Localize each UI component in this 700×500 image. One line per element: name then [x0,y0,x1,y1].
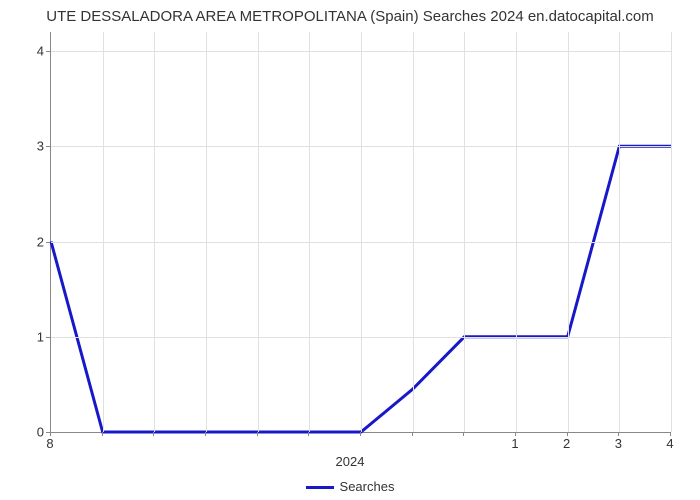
y-tick-mark [46,242,50,243]
y-tick-mark [46,51,50,52]
grid-line-v [464,32,465,432]
x-axis-title: 2024 [0,454,700,469]
legend-label: Searches [340,479,395,494]
y-tick-mark [46,337,50,338]
x-tick-mark [153,432,154,436]
x-tick-label: 8 [46,436,53,451]
grid-line-v [413,32,414,432]
grid-line-v [309,32,310,432]
y-tick-label: 0 [14,425,44,440]
y-tick-label: 1 [14,329,44,344]
chart-title: UTE DESSALADORA AREA METROPOLITANA (Spai… [0,8,700,25]
x-tick-mark [257,432,258,436]
plot-area [50,32,671,433]
y-tick-label: 2 [14,234,44,249]
x-tick-label: 3 [615,436,622,451]
grid-line-h [51,146,671,147]
y-tick-label: 4 [14,44,44,59]
grid-line-v [619,32,620,432]
x-tick-mark [102,432,103,436]
x-tick-label: 4 [666,436,673,451]
grid-line-v [103,32,104,432]
grid-line-v [258,32,259,432]
x-tick-mark [360,432,361,436]
y-tick-mark [46,432,50,433]
x-tick-mark [412,432,413,436]
grid-line-v [671,32,672,432]
x-tick-mark [308,432,309,436]
x-tick-label: 2 [563,436,570,451]
legend: Searches [0,479,700,494]
legend-swatch [306,486,334,489]
grid-line-h [51,51,671,52]
grid-line-v [516,32,517,432]
grid-line-h [51,337,671,338]
grid-line-v [568,32,569,432]
grid-line-v [361,32,362,432]
y-tick-label: 3 [14,139,44,154]
grid-line-v [206,32,207,432]
y-tick-mark [46,146,50,147]
grid-line-v [154,32,155,432]
x-tick-mark [205,432,206,436]
x-tick-label: 1 [511,436,518,451]
grid-line-h [51,242,671,243]
chart-container: UTE DESSALADORA AREA METROPOLITANA (Spai… [0,0,700,500]
x-tick-mark [463,432,464,436]
